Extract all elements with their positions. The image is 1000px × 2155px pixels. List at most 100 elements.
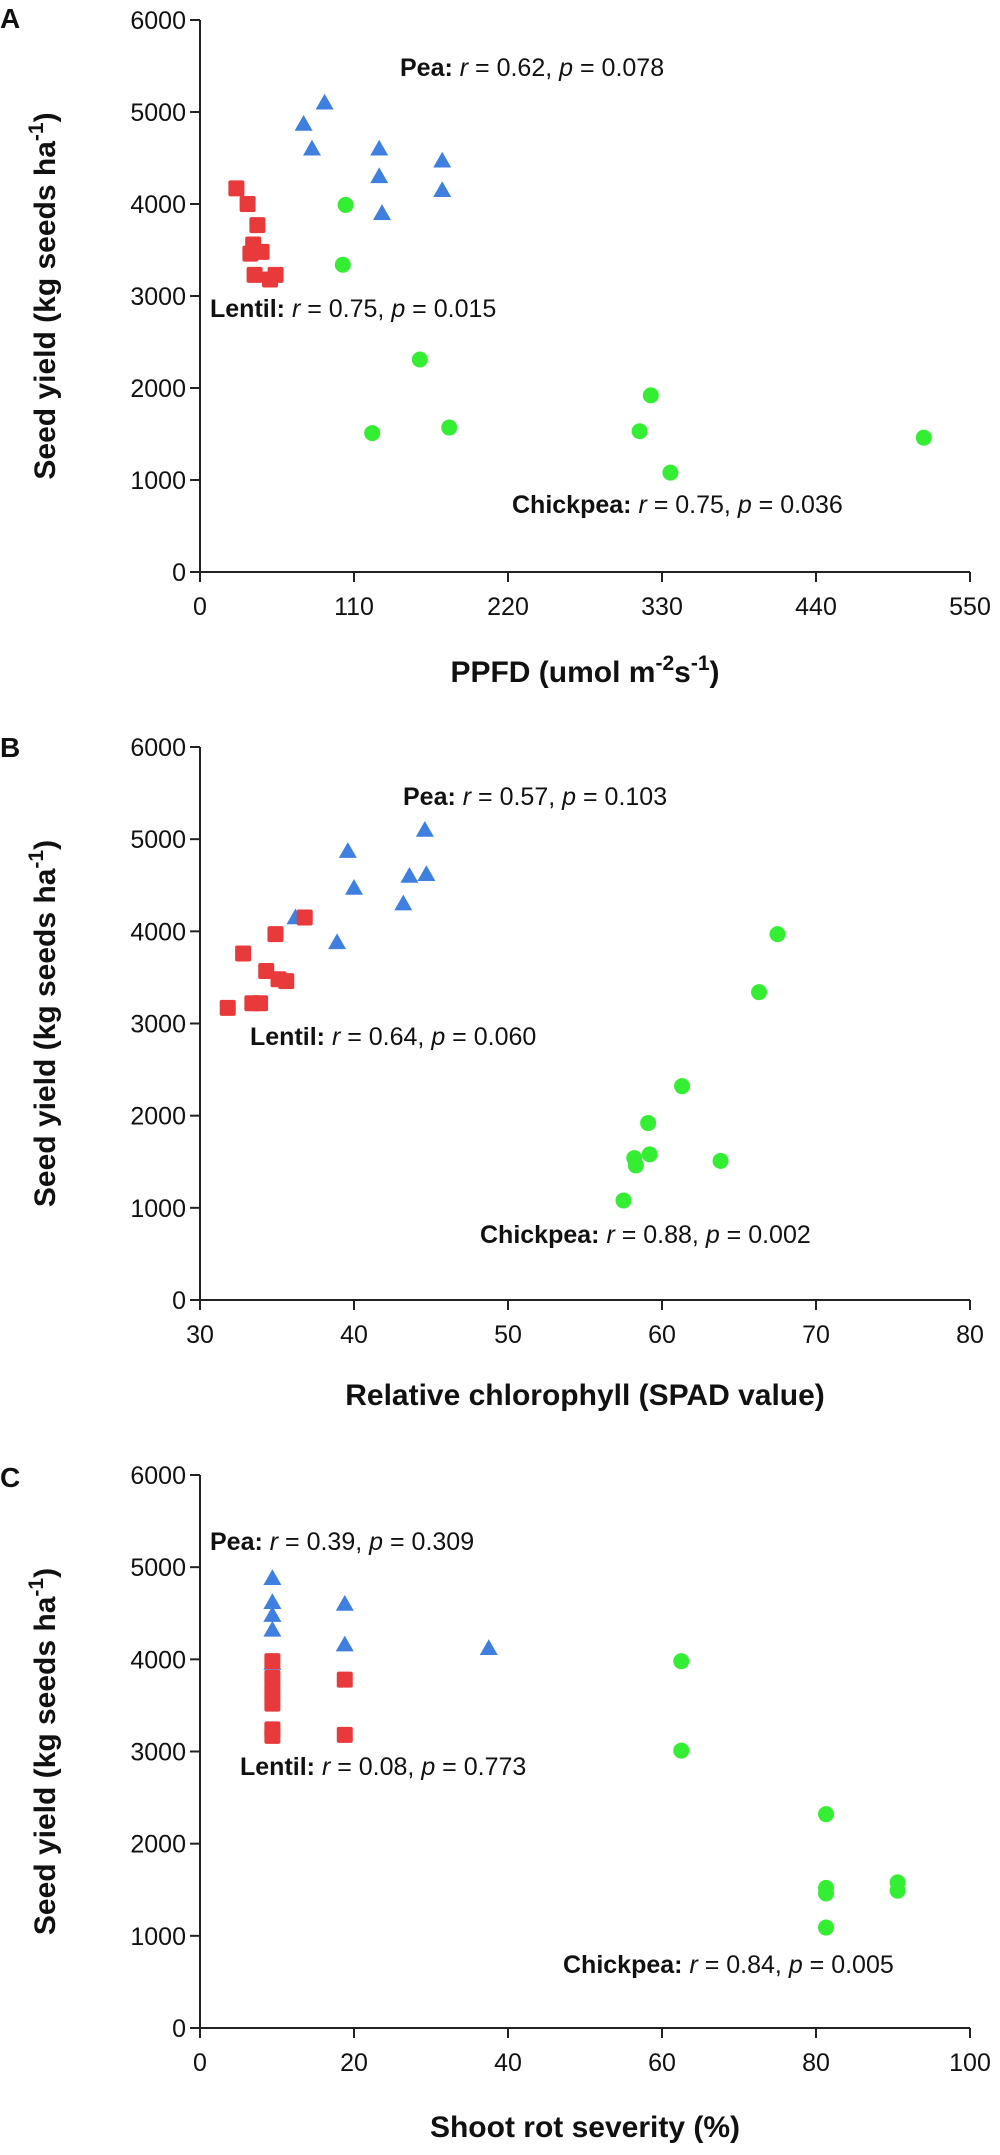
text-part xyxy=(682,1951,689,1979)
series-lentil xyxy=(228,180,284,288)
text-part: = 0.015 xyxy=(405,295,496,323)
pea-point xyxy=(328,933,347,950)
lentil-annotation: Lentil: r = 0.64, p = 0.060 xyxy=(250,1023,536,1051)
text-part: ) xyxy=(710,656,720,689)
chickpea-annotation: Chickpea: r = 0.84, p = 0.005 xyxy=(563,1951,894,1979)
text-part xyxy=(631,491,638,519)
x-tick-label: 60 xyxy=(648,1321,676,1349)
text-part xyxy=(599,1221,606,1249)
chickpea-point xyxy=(889,1882,906,1899)
text-part: Lentil: xyxy=(240,1753,315,1781)
lentil-point xyxy=(264,1727,281,1744)
text-part: = 0.57, xyxy=(471,783,562,811)
y-tick-label: 2000 xyxy=(130,1103,186,1131)
chickpea-point xyxy=(642,387,659,404)
text-part: Chickpea: xyxy=(512,491,631,519)
series-chickpea xyxy=(334,196,932,481)
chickpea-point xyxy=(673,1653,690,1670)
text-part: r xyxy=(460,54,470,82)
text-part: r xyxy=(322,1753,332,1781)
lentil-point xyxy=(253,243,270,260)
y-tick-label: 1000 xyxy=(130,1923,186,1951)
text-part: p xyxy=(561,783,576,811)
chickpea-point xyxy=(751,984,768,1001)
y-tick-label: 3000 xyxy=(130,1739,186,1767)
y-tick-label: 6000 xyxy=(130,7,186,35)
chickpea-point xyxy=(818,1806,835,1823)
pea-annotation: Pea: r = 0.62, p = 0.078 xyxy=(400,54,664,82)
text-part: = 0.88, xyxy=(615,1221,706,1249)
lentil-point xyxy=(267,266,284,283)
chickpea-point xyxy=(818,1919,835,1936)
text-part: -1 xyxy=(25,1578,48,1597)
chickpea-point xyxy=(662,464,679,481)
x-tick-label: 70 xyxy=(802,1321,830,1349)
text-part: ) xyxy=(29,840,62,850)
x-tick-label: 0 xyxy=(193,593,207,621)
lentil-point xyxy=(239,196,256,212)
series-pea xyxy=(263,1569,498,1670)
chickpea-point xyxy=(641,1146,658,1163)
series-lentil xyxy=(264,1653,353,1744)
pea-annotation: Pea: r = 0.39, p = 0.309 xyxy=(210,1528,474,1556)
text-part: = 0.036 xyxy=(752,491,843,519)
y-tick-label: 3000 xyxy=(130,283,186,311)
text-part: Chickpea: xyxy=(563,1951,682,1979)
x-tick-label: 30 xyxy=(186,1321,214,1349)
pea-point xyxy=(400,867,419,883)
text-part: = 0.64, xyxy=(340,1023,431,1051)
text-part: Seed yield (kg seeds ha xyxy=(29,141,62,480)
chickpea-point xyxy=(674,1078,691,1095)
y-tick-label: 6000 xyxy=(130,734,186,762)
text-part: mol m xyxy=(567,656,655,689)
x-axis-title: PPFD (umol m-2s-1) xyxy=(450,652,719,689)
pea-point xyxy=(417,865,436,881)
chickpea-point xyxy=(673,1742,690,1759)
chickpea-point xyxy=(915,429,932,446)
y-tick-label: 1000 xyxy=(130,1195,186,1223)
x-tick-label: 220 xyxy=(487,593,529,621)
lentil-point xyxy=(246,266,263,283)
text-part: r xyxy=(606,1221,616,1249)
x-tick-label: 50 xyxy=(494,1321,522,1349)
x-tick-label: 60 xyxy=(648,2049,676,2077)
pea-point xyxy=(415,820,434,837)
chickpea-point xyxy=(712,1152,729,1169)
series-lentil xyxy=(219,909,313,1016)
x-tick-label: 440 xyxy=(795,593,837,621)
lentil-point xyxy=(235,945,252,962)
text-part: -1 xyxy=(691,652,710,675)
chickpea-annotation: Chickpea: r = 0.88, p = 0.002 xyxy=(480,1221,811,1249)
chickpea-point xyxy=(615,1192,632,1209)
text-part xyxy=(315,1753,322,1781)
x-tick-label: 80 xyxy=(802,2049,830,2077)
pea-point xyxy=(370,139,389,156)
lentil-point xyxy=(264,1653,281,1670)
y-tick-label: 1000 xyxy=(130,467,186,495)
text-part: = 0.84, xyxy=(698,1951,789,1979)
chickpea-point xyxy=(441,419,458,436)
y-tick-label: 5000 xyxy=(130,99,186,127)
lentil-point xyxy=(252,995,269,1012)
lentil-point xyxy=(267,926,284,943)
text-part: p xyxy=(705,1221,720,1249)
lentil-point xyxy=(219,999,236,1016)
text-part: = 0.75, xyxy=(647,491,738,519)
text-part: Lentil: xyxy=(250,1023,325,1051)
text-part: Pea: xyxy=(400,54,453,82)
pea-point xyxy=(373,204,391,220)
text-part: Shoot rot severity (%) xyxy=(430,2111,740,2144)
pea-annotation: Pea: r = 0.57, p = 0.103 xyxy=(403,783,667,811)
panel-letter: C xyxy=(0,1462,20,1493)
lentil-point xyxy=(336,1726,353,1743)
text-part: r xyxy=(292,295,302,323)
text-part: = 0.39, xyxy=(278,1528,369,1556)
x-tick-label: 100 xyxy=(949,2049,991,2077)
text-part: u xyxy=(549,656,567,689)
text-part: r xyxy=(332,1023,342,1051)
pea-point xyxy=(315,93,334,110)
chickpea-point xyxy=(334,256,351,273)
y-tick-label: 0 xyxy=(172,1287,186,1315)
lentil-annotation: Lentil: r = 0.75, p = 0.015 xyxy=(210,295,496,323)
text-part: r xyxy=(463,783,473,811)
